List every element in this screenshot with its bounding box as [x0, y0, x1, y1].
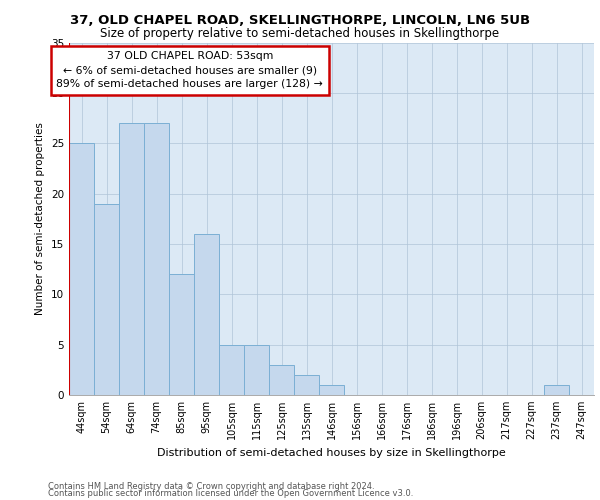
Text: 37, OLD CHAPEL ROAD, SKELLINGTHORPE, LINCOLN, LN6 5UB: 37, OLD CHAPEL ROAD, SKELLINGTHORPE, LIN… — [70, 14, 530, 27]
Bar — [94, 204, 119, 395]
Bar — [69, 143, 94, 395]
X-axis label: Distribution of semi-detached houses by size in Skellingthorpe: Distribution of semi-detached houses by … — [157, 448, 506, 458]
Text: 37 OLD CHAPEL ROAD: 53sqm
← 6% of semi-detached houses are smaller (9)
89% of se: 37 OLD CHAPEL ROAD: 53sqm ← 6% of semi-d… — [56, 52, 323, 90]
Y-axis label: Number of semi-detached properties: Number of semi-detached properties — [35, 122, 46, 315]
Bar — [244, 344, 269, 395]
Bar — [219, 344, 244, 395]
Bar — [544, 385, 569, 395]
Bar — [119, 123, 144, 395]
Text: Size of property relative to semi-detached houses in Skellingthorpe: Size of property relative to semi-detach… — [100, 28, 500, 40]
Bar — [319, 385, 344, 395]
Bar — [194, 234, 219, 395]
Text: Contains public sector information licensed under the Open Government Licence v3: Contains public sector information licen… — [48, 490, 413, 498]
Bar — [144, 123, 169, 395]
Bar — [169, 274, 194, 395]
Bar — [294, 375, 319, 395]
Bar — [269, 365, 294, 395]
Text: Contains HM Land Registry data © Crown copyright and database right 2024.: Contains HM Land Registry data © Crown c… — [48, 482, 374, 491]
